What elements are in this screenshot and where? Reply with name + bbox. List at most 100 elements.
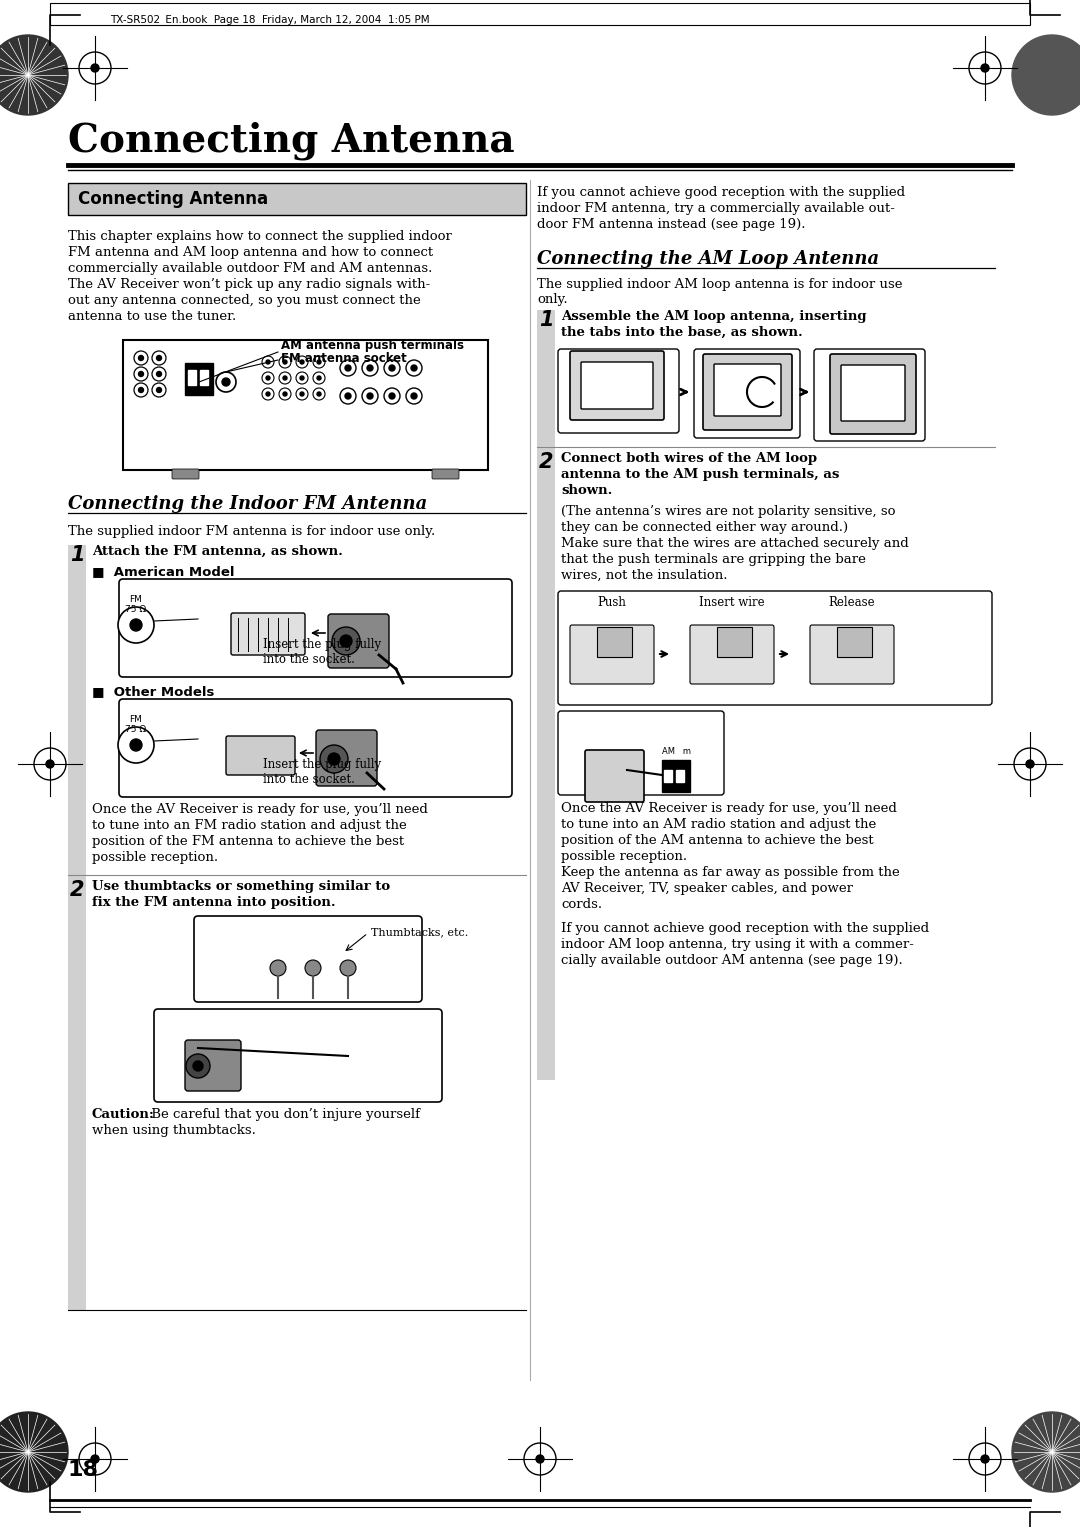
Text: possible reception.: possible reception.: [561, 851, 687, 863]
FancyBboxPatch shape: [50, 3, 1030, 24]
FancyBboxPatch shape: [597, 628, 632, 657]
Circle shape: [332, 628, 360, 655]
Text: 1: 1: [539, 310, 553, 330]
Text: The AV Receiver won’t pick up any radio signals with-: The AV Receiver won’t pick up any radio …: [68, 278, 430, 292]
Circle shape: [134, 383, 148, 397]
Text: Push: Push: [597, 596, 626, 609]
Circle shape: [279, 356, 291, 368]
Circle shape: [138, 388, 144, 392]
Text: 2: 2: [539, 452, 553, 472]
Circle shape: [91, 1455, 99, 1463]
Circle shape: [186, 1054, 210, 1078]
Circle shape: [262, 356, 274, 368]
Text: Connect both wires of the AM loop: Connect both wires of the AM loop: [561, 452, 818, 466]
Circle shape: [262, 373, 274, 383]
Text: position of the AM antenna to achieve the best: position of the AM antenna to achieve th…: [561, 834, 874, 847]
Text: Keep the antenna as far away as possible from the: Keep the antenna as far away as possible…: [561, 866, 900, 880]
Circle shape: [222, 379, 230, 386]
Text: TX-SR502_En.book  Page 18  Friday, March 12, 2004  1:05 PM: TX-SR502_En.book Page 18 Friday, March 1…: [110, 14, 430, 24]
Circle shape: [0, 1412, 68, 1492]
FancyBboxPatch shape: [831, 354, 916, 434]
Circle shape: [193, 1043, 203, 1054]
Circle shape: [345, 392, 351, 399]
Circle shape: [118, 727, 154, 764]
FancyBboxPatch shape: [172, 469, 199, 479]
Text: FM
75 Ω: FM 75 Ω: [125, 715, 147, 734]
Circle shape: [157, 356, 162, 360]
Circle shape: [345, 365, 351, 371]
Text: indoor AM loop antenna, try using it with a commer-: indoor AM loop antenna, try using it wit…: [561, 938, 914, 951]
FancyBboxPatch shape: [837, 628, 872, 657]
Circle shape: [406, 388, 422, 405]
Text: FM antenna socket: FM antenna socket: [281, 351, 407, 365]
Circle shape: [130, 618, 141, 631]
FancyBboxPatch shape: [558, 712, 724, 796]
FancyBboxPatch shape: [558, 591, 993, 705]
Circle shape: [118, 608, 154, 643]
FancyBboxPatch shape: [814, 350, 924, 441]
Circle shape: [262, 388, 274, 400]
Circle shape: [216, 373, 237, 392]
Text: Be careful that you don’t injure yourself: Be careful that you don’t injure yoursel…: [147, 1109, 420, 1121]
Text: possible reception.: possible reception.: [92, 851, 218, 864]
Text: FM antenna and AM loop antenna and how to connect: FM antenna and AM loop antenna and how t…: [68, 246, 433, 260]
Text: when using thumbtacks.: when using thumbtacks.: [92, 1124, 256, 1138]
FancyBboxPatch shape: [690, 625, 774, 684]
FancyBboxPatch shape: [717, 628, 752, 657]
FancyBboxPatch shape: [123, 341, 488, 470]
Text: The supplied indoor FM antenna is for indoor use only.: The supplied indoor FM antenna is for in…: [68, 525, 435, 538]
FancyBboxPatch shape: [664, 770, 672, 782]
FancyBboxPatch shape: [328, 614, 389, 667]
Text: FM
75 Ω: FM 75 Ω: [125, 596, 147, 614]
Circle shape: [300, 360, 303, 363]
Circle shape: [283, 392, 287, 395]
Text: AV Receiver, TV, speaker cables, and power: AV Receiver, TV, speaker cables, and pow…: [561, 883, 853, 895]
Circle shape: [296, 356, 308, 368]
Text: If you cannot achieve good reception with the supplied: If you cannot achieve good reception wit…: [561, 922, 929, 935]
Circle shape: [134, 366, 148, 382]
FancyBboxPatch shape: [558, 350, 679, 434]
Circle shape: [411, 392, 417, 399]
Text: Connecting the AM Loop Antenna: Connecting the AM Loop Antenna: [537, 250, 879, 269]
FancyBboxPatch shape: [200, 370, 208, 385]
Text: Caution:: Caution:: [92, 1109, 154, 1121]
Circle shape: [138, 356, 144, 360]
Circle shape: [300, 392, 303, 395]
Text: Insert the plug fully
into the socket.: Insert the plug fully into the socket.: [264, 757, 381, 786]
Text: Connecting Antenna: Connecting Antenna: [68, 122, 515, 160]
Circle shape: [340, 388, 356, 405]
Circle shape: [266, 392, 270, 395]
Circle shape: [266, 360, 270, 363]
Text: fix the FM antenna into position.: fix the FM antenna into position.: [92, 896, 336, 909]
Circle shape: [305, 960, 321, 976]
Circle shape: [318, 376, 321, 380]
FancyBboxPatch shape: [714, 363, 781, 415]
Circle shape: [981, 1455, 989, 1463]
Circle shape: [152, 351, 166, 365]
Circle shape: [296, 373, 308, 383]
Text: 1: 1: [70, 545, 84, 565]
Text: commercially available outdoor FM and AM antennas.: commercially available outdoor FM and AM…: [68, 263, 432, 275]
Circle shape: [296, 388, 308, 400]
Text: Once the AV Receiver is ready for use, you’ll need: Once the AV Receiver is ready for use, y…: [561, 802, 896, 815]
Circle shape: [406, 360, 422, 376]
FancyBboxPatch shape: [841, 365, 905, 421]
Circle shape: [313, 388, 325, 400]
FancyBboxPatch shape: [68, 183, 526, 215]
Circle shape: [91, 64, 99, 72]
FancyBboxPatch shape: [188, 370, 195, 385]
Circle shape: [46, 760, 54, 768]
FancyBboxPatch shape: [316, 730, 377, 786]
FancyBboxPatch shape: [154, 1009, 442, 1102]
Text: Thumbtacks, etc.: Thumbtacks, etc.: [372, 927, 469, 938]
FancyBboxPatch shape: [185, 1040, 241, 1090]
Text: the tabs into the base, as shown.: the tabs into the base, as shown.: [561, 325, 802, 339]
Text: AM antenna push terminals: AM antenna push terminals: [281, 339, 464, 353]
Text: ■  Other Models: ■ Other Models: [92, 686, 214, 698]
Circle shape: [367, 392, 373, 399]
FancyBboxPatch shape: [585, 750, 644, 802]
Circle shape: [1026, 760, 1034, 768]
FancyBboxPatch shape: [119, 699, 512, 797]
Circle shape: [362, 388, 378, 405]
Text: If you cannot achieve good reception with the supplied: If you cannot achieve good reception wit…: [537, 186, 905, 199]
